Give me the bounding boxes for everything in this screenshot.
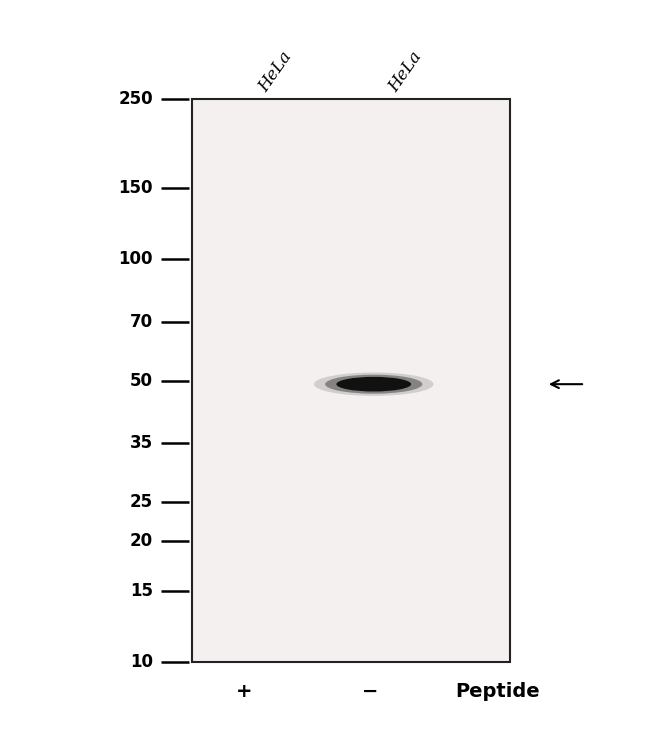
Text: HeLa: HeLa [386, 48, 426, 95]
Text: 20: 20 [129, 532, 153, 550]
Text: +: + [235, 682, 252, 701]
Text: 50: 50 [130, 372, 153, 389]
Text: −: − [362, 682, 379, 701]
Text: 15: 15 [130, 583, 153, 600]
Text: 10: 10 [130, 654, 153, 671]
Text: 35: 35 [129, 434, 153, 452]
Text: 25: 25 [129, 493, 153, 511]
Ellipse shape [325, 375, 422, 394]
Ellipse shape [337, 377, 411, 392]
Text: HeLa: HeLa [256, 48, 296, 95]
Text: Peptide: Peptide [455, 682, 540, 701]
Text: 100: 100 [118, 250, 153, 268]
Ellipse shape [314, 373, 434, 396]
Text: 150: 150 [118, 179, 153, 197]
Bar [192, 99, 510, 662]
Text: 250: 250 [118, 90, 153, 108]
Text: 70: 70 [129, 313, 153, 331]
